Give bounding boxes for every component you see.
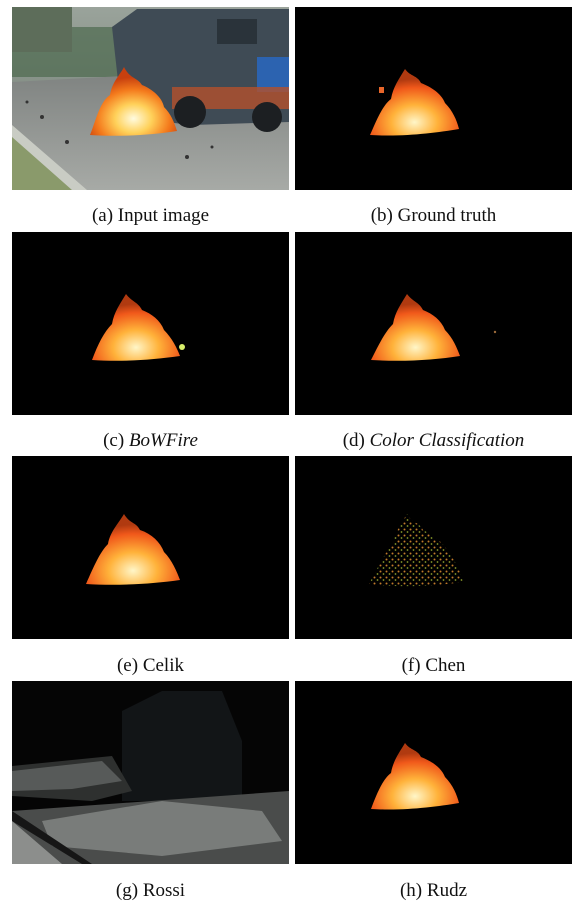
panel-color-classification [295,232,572,415]
input-image-photo [12,7,289,190]
caption-letter: (c) [103,430,125,451]
panel-chen [295,456,572,639]
caption-letter: (a) [91,205,114,226]
caption-letter: (h) [399,880,423,901]
rossi-result [12,681,289,864]
panel-input-image [12,7,289,190]
caption-label: Chen [425,655,466,676]
caption-label: Ground truth [397,205,497,226]
caption-letter: (g) [115,880,139,901]
bowfire-result [92,294,185,361]
panel-bowfire [12,232,289,415]
panel-rudz [295,681,572,864]
caption-label: Color Classification [369,430,525,451]
caption-letter: (d) [342,430,365,451]
celik-result [86,514,180,585]
panel-celik [12,456,289,639]
caption-h: (h) Rudz [295,880,572,902]
caption-d: (d) Color Classification [295,430,572,452]
caption-f: (f) Chen [295,655,572,677]
caption-label: Input image [117,205,210,226]
color-classification-result [371,294,497,361]
panel-rossi [12,681,289,864]
caption-letter: (b) [370,205,393,226]
caption-label: Rossi [142,880,186,901]
caption-a: (a) Input image [12,205,289,227]
caption-label: Celik [142,655,184,676]
caption-label: Rudz [426,880,467,901]
caption-e: (e) Celik [12,655,289,677]
caption-letter: (e) [116,655,139,676]
chen-result [369,514,463,587]
caption-c: (c) BoWFire [12,430,289,452]
caption-b: (b) Ground truth [295,205,572,227]
caption-label: BoWFire [128,430,198,451]
caption-g: (g) Rossi [12,880,289,902]
rudz-result [371,743,459,810]
ground-truth-mask [370,69,459,136]
caption-letter: (f) [401,655,421,676]
panel-ground-truth [295,7,572,190]
